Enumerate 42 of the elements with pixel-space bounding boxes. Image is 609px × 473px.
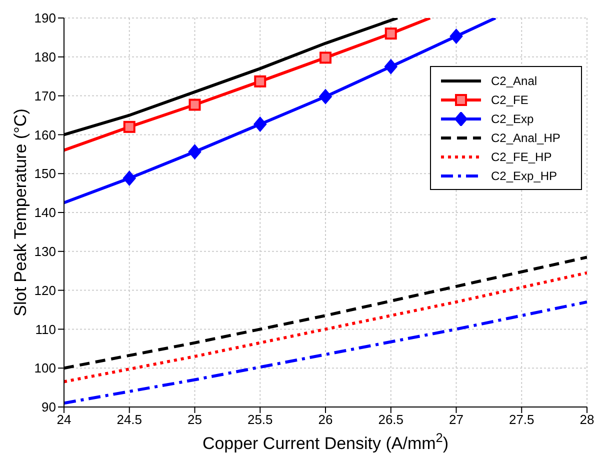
- x-axis-title: Copper Current Density (A/mm$^{2}$): [202, 430, 449, 453]
- line-series: [64, 300, 587, 405]
- point: [254, 75, 266, 88]
- y-axis-title: Slot Peak Temperature (°C): [11, 108, 30, 316]
- point: [188, 98, 201, 111]
- x-tick-label: 27: [449, 412, 464, 428]
- x-tick-label: 28: [580, 412, 594, 428]
- point: [320, 52, 332, 64]
- y-tick-label: 140: [34, 205, 56, 220]
- legend-label: C2_Anal_HP: [491, 130, 560, 144]
- legend-label: C2_FE_HP: [491, 150, 552, 164]
- point: [450, 28, 463, 44]
- y-tick-label: 90: [42, 400, 56, 415]
- legend-label: C2_Anal: [491, 74, 538, 88]
- y-tick-label: 190: [34, 10, 56, 26]
- x-tick-label: 26: [318, 412, 333, 428]
- x-tick-label: 25.5: [247, 412, 273, 428]
- point: [122, 170, 136, 186]
- point: [384, 59, 398, 74]
- legend-label: C2_FE: [491, 92, 528, 106]
- y-tick-label: 110: [35, 322, 56, 337]
- y-tick-label: 160: [34, 127, 56, 142]
- y-tick-label: 150: [34, 166, 56, 182]
- y-tick-label: 130: [34, 244, 56, 260]
- x-tick-label: 26.5: [378, 412, 404, 428]
- point: [319, 89, 332, 104]
- point: [254, 116, 267, 132]
- x-tick-label: 24: [56, 412, 72, 428]
- legend-label: C2_Exp: [491, 112, 534, 126]
- line-series: [64, 18, 432, 152]
- x-tick-label: 24.5: [116, 412, 142, 428]
- x-tick-label: 27.5: [508, 412, 534, 428]
- x-tick-label: 25: [188, 412, 202, 428]
- y-tick-label: 180: [34, 50, 56, 65]
- y-tick-label: 100: [34, 360, 56, 376]
- y-tick-label: 120: [34, 282, 56, 298]
- point: [384, 28, 397, 40]
- line-series: [64, 271, 587, 384]
- legend-label: C2_Exp_HP: [491, 168, 558, 182]
- point: [123, 120, 136, 133]
- y-tick-label: 170: [34, 88, 56, 104]
- point: [188, 144, 202, 160]
